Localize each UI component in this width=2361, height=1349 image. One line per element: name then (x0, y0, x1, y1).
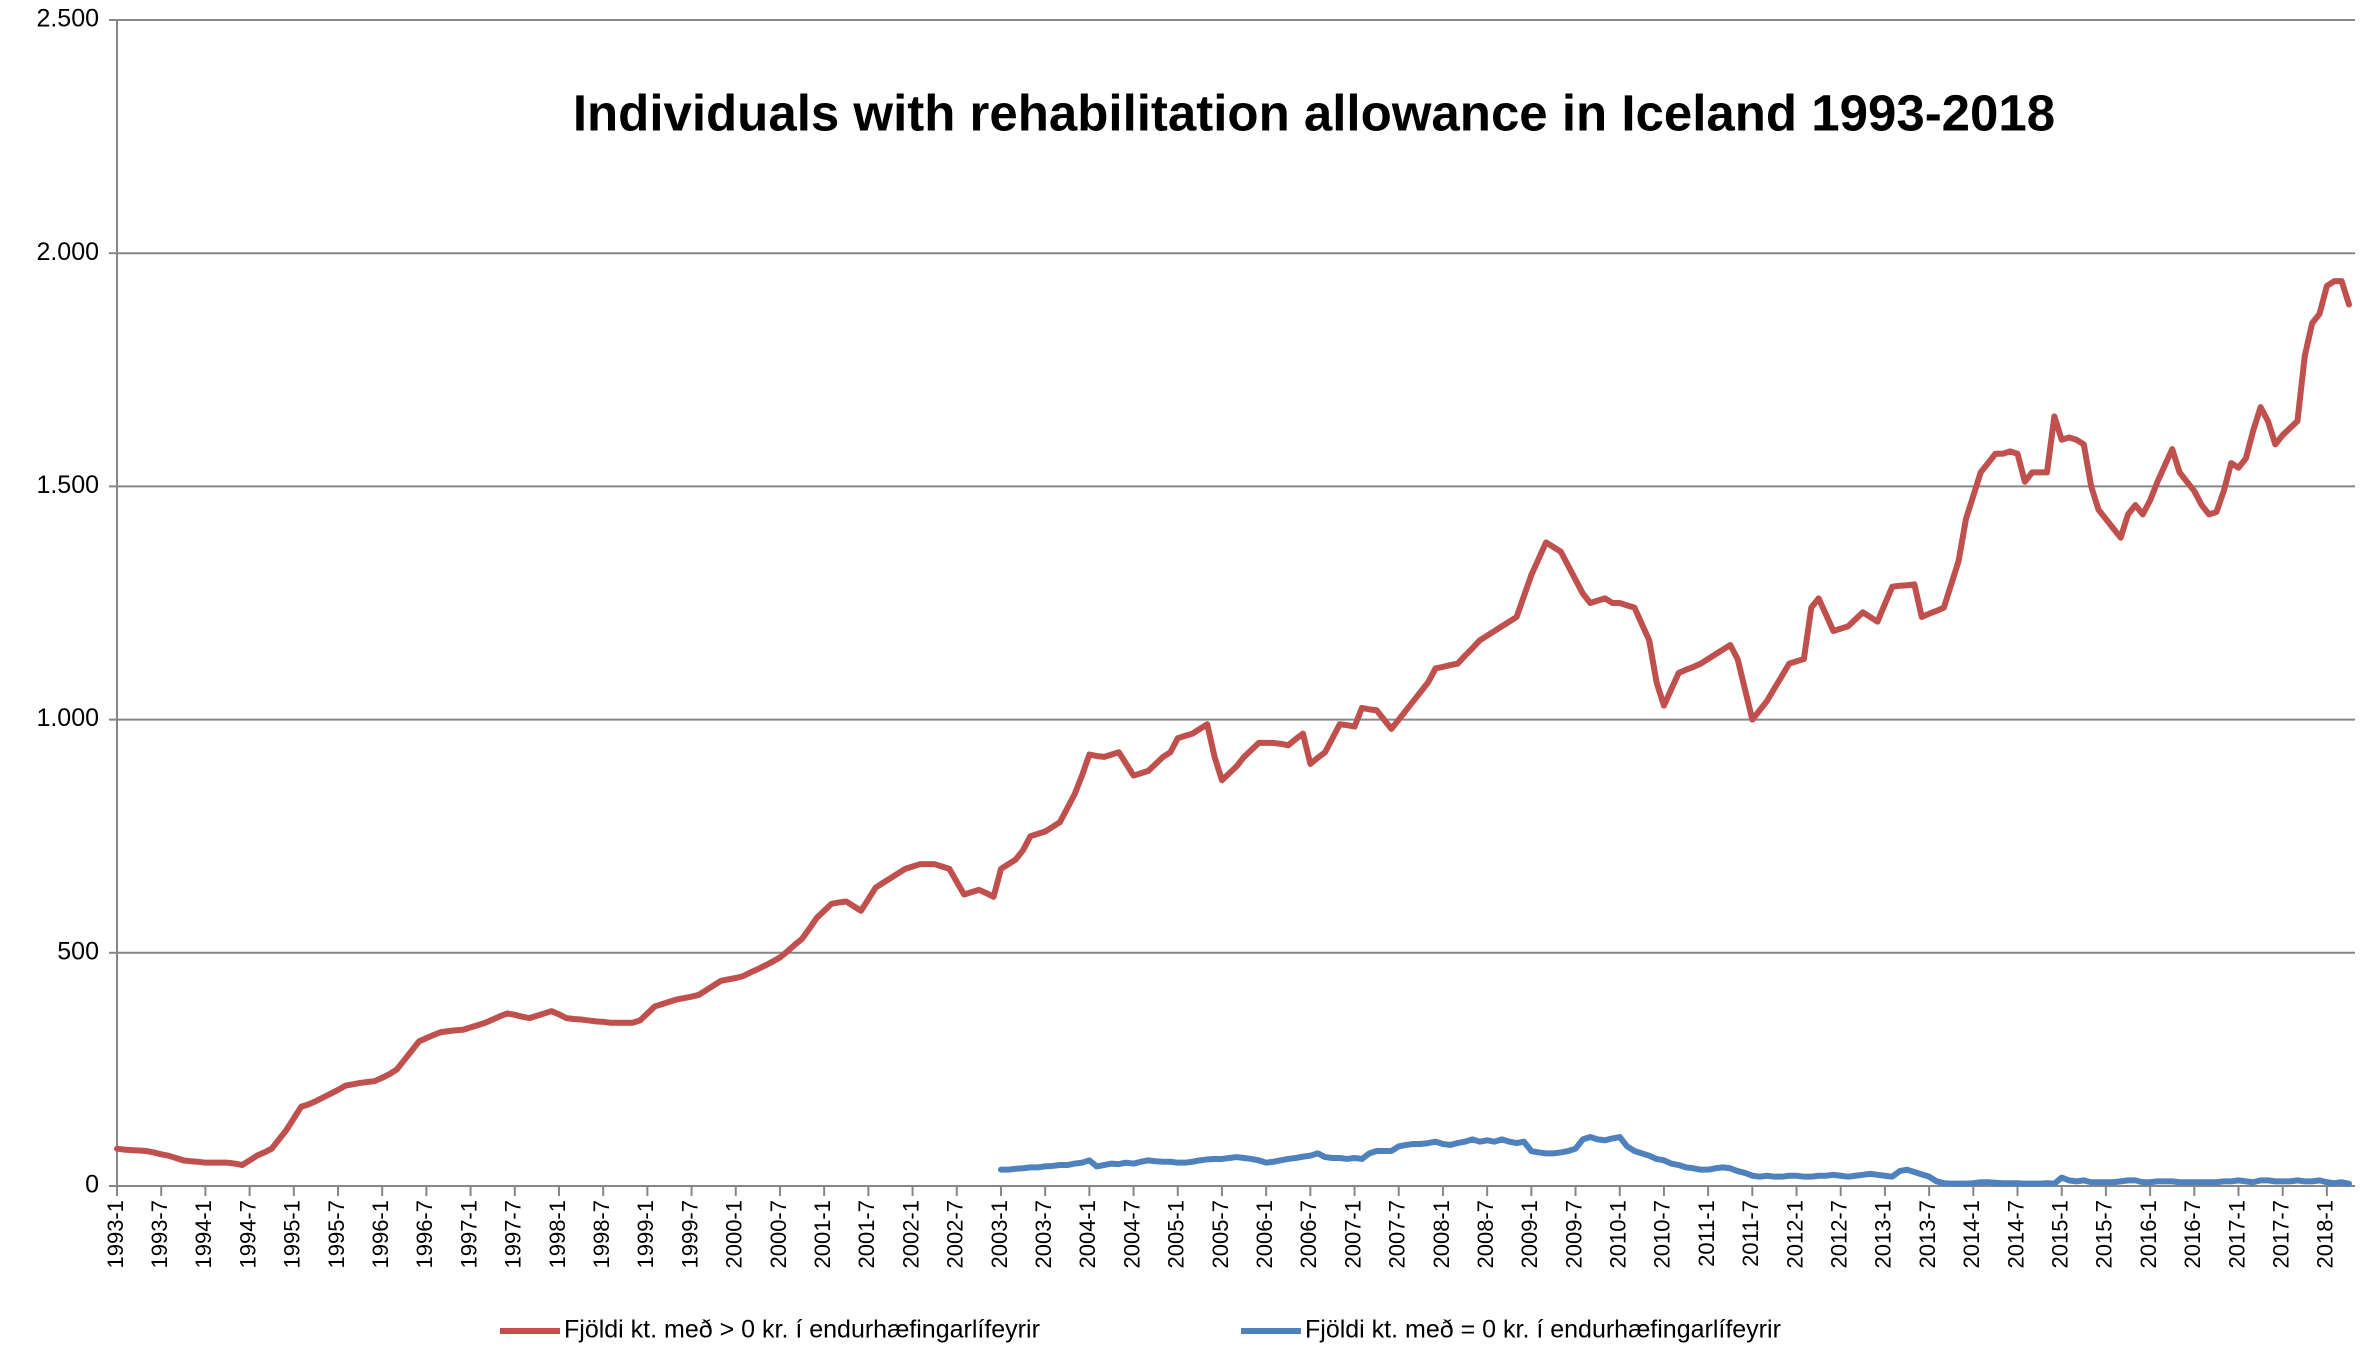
x-tick-label: 2006-1 (1252, 1200, 1277, 1269)
y-tick-label: 2.500 (36, 5, 99, 33)
x-tick-label: 1993-7 (147, 1200, 172, 1269)
x-tick-label: 2011-7 (1738, 1200, 1763, 1267)
series-line (997, 1134, 2352, 1187)
x-tick-label: 2015-1 (2048, 1200, 2073, 1269)
x-tick-label: 1994-7 (235, 1200, 260, 1269)
x-tick-label: 2010-1 (1606, 1200, 1631, 1269)
series-line (114, 278, 2352, 1169)
x-tick-label: 2012-7 (1827, 1200, 1852, 1269)
x-tick-label: 1999-1 (633, 1200, 658, 1269)
x-tick-label: 1993-1 (103, 1200, 128, 1269)
y-tick-label: 1.500 (36, 471, 99, 499)
x-tick-label: 2005-7 (1208, 1200, 1233, 1269)
x-tick-label: 2001-1 (810, 1200, 835, 1269)
x-tick-label: 1997-7 (501, 1200, 526, 1269)
x-tick-label: 1998-1 (545, 1200, 570, 1269)
x-tick-label: 2017-1 (2224, 1200, 2249, 1269)
x-tick-label: 2013-1 (1871, 1200, 1896, 1269)
x-tick-label: 2011-1 (1694, 1200, 1719, 1267)
y-tick-label: 1.000 (36, 704, 99, 732)
x-tick-label: 1997-1 (456, 1200, 481, 1269)
x-tick-label: 2002-7 (943, 1200, 968, 1269)
x-tick-label: 2007-1 (1340, 1200, 1365, 1269)
x-tick-label: 2001-7 (854, 1200, 879, 1269)
x-tick-label: 2008-7 (1473, 1200, 1498, 1269)
x-tick-label: 2008-1 (1429, 1200, 1454, 1269)
x-tick-label: 2016-7 (2180, 1200, 2205, 1269)
x-tick-label: 2003-7 (1031, 1200, 1056, 1269)
chart-title: Individuals with rehabilitation allowanc… (573, 84, 2055, 141)
x-tick-label: 1994-1 (191, 1200, 216, 1269)
x-tick-label: 2002-1 (898, 1200, 923, 1269)
legend-label: Fjöldi kt. með = 0 kr. í endurhæfingarlí… (1305, 1316, 1781, 1344)
x-tick-label: 2016-1 (2136, 1200, 2161, 1269)
x-tick-label: 2007-7 (1385, 1200, 1410, 1269)
x-tick-label: 1995-7 (324, 1200, 349, 1269)
x-tick-label: 2000-1 (722, 1200, 747, 1269)
x-tick-label: 2014-7 (2003, 1200, 2028, 1269)
x-tick-label: 2017-7 (2269, 1200, 2294, 1269)
y-tick-label: 500 (57, 937, 99, 965)
x-tick-label: 1996-7 (412, 1200, 437, 1269)
x-tick-label: 2009-1 (1517, 1200, 1542, 1269)
x-tick-label: 1995-1 (280, 1200, 305, 1269)
x-tick-label: 2018-1 (2313, 1200, 2338, 1269)
y-tick-label: 0 (85, 1171, 99, 1199)
x-tick-label: 2009-7 (1561, 1200, 1586, 1269)
x-tick-label: 2005-1 (1164, 1200, 1189, 1269)
x-tick-label: 2004-1 (1075, 1200, 1100, 1269)
x-tick-label: 2004-7 (1119, 1200, 1144, 1269)
legend-label: Fjöldi kt. með > 0 kr. í endurhæfingarlí… (564, 1316, 1040, 1344)
x-tick-label: 2003-1 (987, 1200, 1012, 1269)
x-tick-label: 2010-7 (1650, 1200, 1675, 1269)
x-tick-label: 1996-1 (368, 1200, 393, 1269)
x-tick-label: 2015-7 (2092, 1200, 2117, 1269)
x-tick-label: 1999-7 (677, 1200, 702, 1269)
x-tick-label: 2006-7 (1296, 1200, 1321, 1269)
x-tick-label: 2013-7 (1915, 1200, 1940, 1269)
x-tick-label: 2014-1 (1959, 1200, 1984, 1269)
y-tick-label: 2.000 (36, 238, 99, 266)
x-tick-label: 2000-7 (766, 1200, 791, 1269)
x-tick-label: 1998-7 (589, 1200, 614, 1269)
x-tick-label: 2012-1 (1782, 1200, 1807, 1269)
